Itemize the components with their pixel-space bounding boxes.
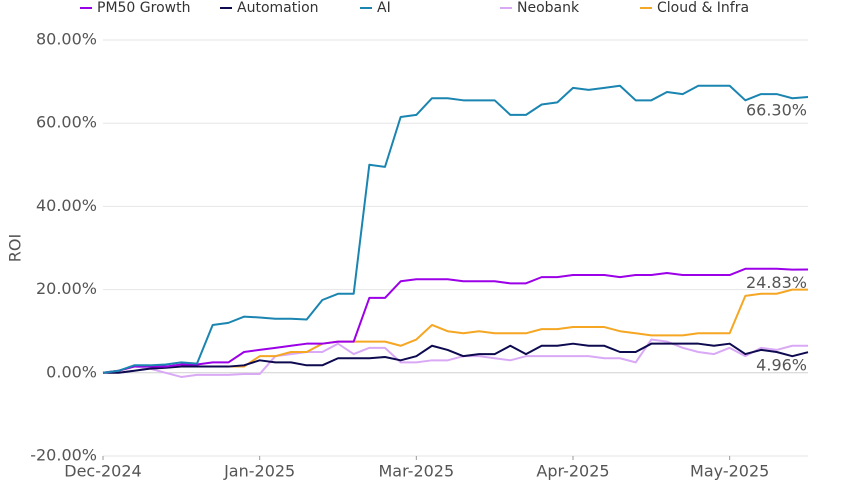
legend-label: PM50 Growth: [97, 0, 190, 16]
y-tick-label: -20.00%: [30, 446, 97, 465]
x-tick-label: May-2025: [690, 462, 769, 481]
y-axis-title: ROI: [6, 234, 25, 262]
end-label: 4.96%: [756, 356, 807, 375]
legend-label: Cloud & Infra: [657, 0, 749, 16]
x-tick-label: Apr-2025: [536, 462, 609, 481]
end-label: 66.30%: [746, 100, 807, 119]
legend-label: AI: [377, 0, 391, 16]
series-line: [103, 342, 809, 374]
legend-label: Neobank: [517, 0, 580, 16]
y-tick-label: 60.00%: [36, 113, 97, 132]
x-tick-label: Jan-2025: [223, 462, 295, 481]
y-tick-label: 40.00%: [36, 196, 97, 215]
x-tick-label: Mar-2025: [379, 462, 455, 481]
legend-label: Automation: [237, 0, 319, 16]
y-tick-label: 0.00%: [46, 362, 97, 381]
y-tick-label: 20.00%: [36, 279, 97, 298]
series-line: [102, 267, 809, 374]
series-line: [102, 338, 808, 378]
end-label: 24.83%: [746, 273, 807, 292]
x-tick-label: Dec-2024: [64, 462, 141, 481]
y-tick-label: 80.00%: [36, 30, 97, 49]
series-line: [102, 84, 809, 374]
series-line: [102, 288, 808, 374]
